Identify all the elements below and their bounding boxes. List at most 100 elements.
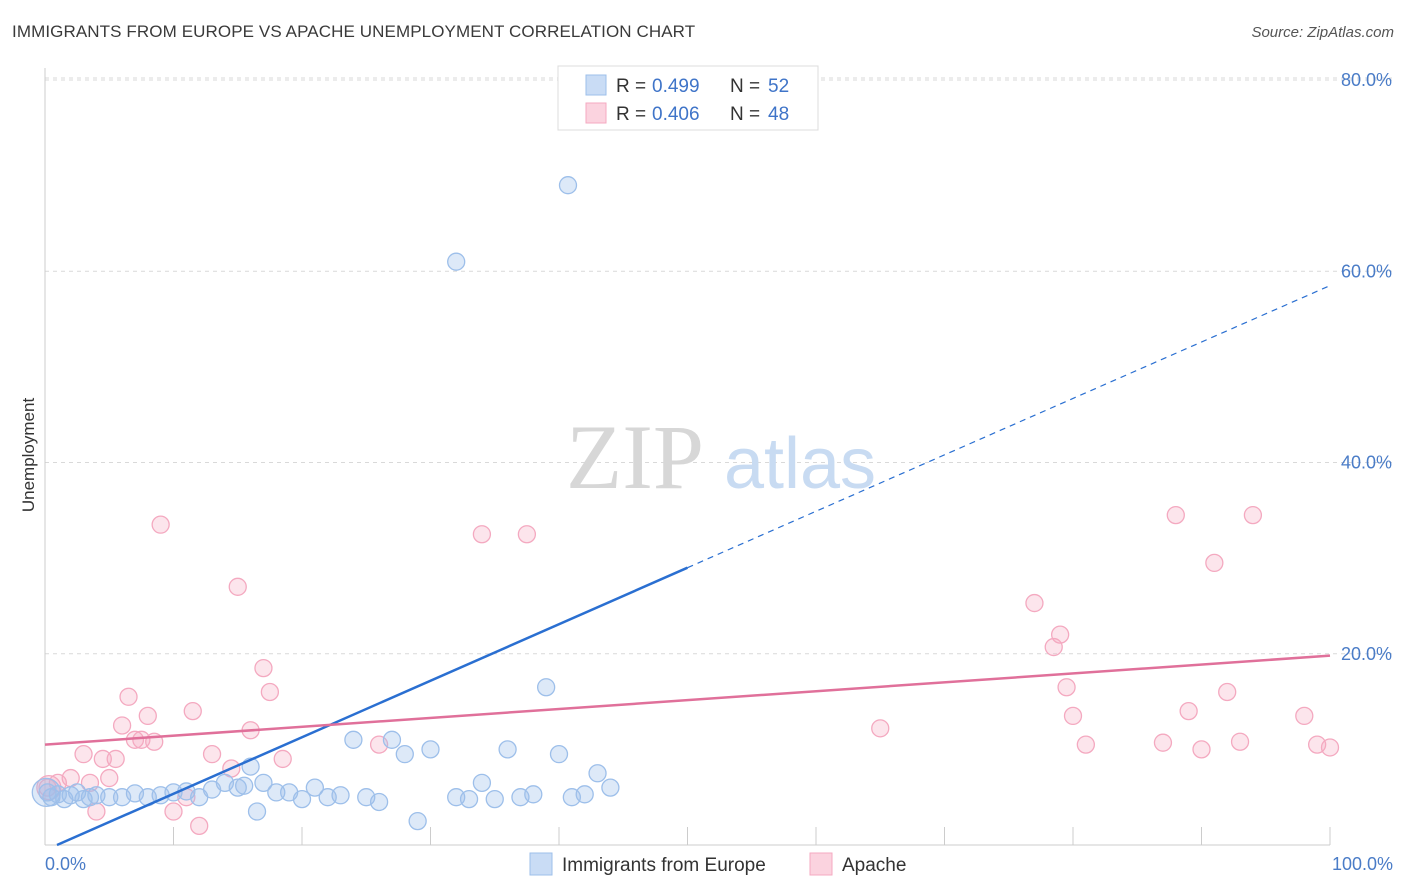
legend-n-value-europe: 52 [768, 76, 789, 97]
europe-point-49 [601, 778, 620, 797]
legend-n-label-europe: N = [730, 76, 760, 97]
europe-point-20 [235, 776, 254, 795]
apache-point-3 [74, 745, 93, 764]
y-tick-label-20: 20.0% [1341, 644, 1392, 664]
apache-point-45 [1295, 706, 1314, 726]
watermark: ZIP atlas [566, 406, 876, 508]
europe-point-50 [447, 252, 466, 271]
apache-point-22 [228, 577, 247, 596]
trend-lines [44, 285, 1331, 847]
europe-point-32 [369, 792, 389, 812]
apache-point-18 [183, 701, 202, 721]
watermark-zip: ZIP [566, 406, 704, 508]
europe-point-cluster [31, 777, 61, 808]
apache-trend-line [44, 654, 1331, 746]
europe-point-26 [292, 789, 312, 809]
legend-r-label-apache: R = [616, 104, 646, 125]
europe-point-41 [498, 740, 517, 759]
europe-point-34 [395, 745, 414, 764]
europe-trend-line [56, 566, 689, 847]
apache-point-44 [1243, 505, 1263, 525]
bottom-legend-label-apache: Apache [842, 855, 906, 876]
apache-point-31 [1025, 593, 1044, 613]
y-tick-label-40: 40.0% [1341, 453, 1392, 473]
apache-point-10 [119, 687, 138, 706]
europe-point-22 [247, 802, 267, 821]
apache-point-35 [1063, 706, 1083, 726]
axes [44, 68, 1331, 846]
legend-r-value-europe: 0.499 [652, 76, 700, 97]
apache-point-25 [260, 682, 280, 702]
apache-point-43 [1230, 732, 1250, 751]
europe-point-51 [558, 176, 578, 195]
source-label: Source: ZipAtlas.com [1251, 24, 1394, 41]
apache-point-8 [106, 749, 125, 769]
legend: R = 0.499 N = 52 R = 0.406 N = 48 [557, 65, 819, 131]
europe-point-19 [228, 778, 247, 797]
europe-point-39 [472, 773, 492, 792]
apache-point-7 [100, 768, 119, 788]
legend-swatch-europe [585, 74, 607, 96]
bottom-legend-label-europe: Immigrants from Europe [562, 855, 766, 876]
apache-point-33 [1051, 625, 1070, 644]
apache-point-9 [112, 716, 132, 735]
europe-point-7 [80, 788, 100, 807]
europe-point-27 [305, 778, 325, 797]
apache-point-29 [517, 525, 537, 544]
europe-point-29 [331, 786, 350, 805]
europe-point-35 [408, 811, 427, 831]
europe-point-45 [549, 745, 569, 764]
apache-point-37 [1153, 733, 1173, 752]
apache-point-39 [1179, 701, 1198, 721]
apache-point-38 [1166, 505, 1185, 525]
europe-points [31, 176, 620, 831]
watermark-atlas: atlas [724, 424, 876, 504]
apache-point-40 [1192, 740, 1211, 759]
x-tick-label-100: 100.0% [1332, 854, 1393, 874]
legend-n-label-apache: N = [730, 104, 760, 125]
legend-r-label-europe: R = [616, 76, 646, 97]
europe-point-44 [537, 678, 556, 697]
europe-trend-extension [687, 285, 1331, 569]
apache-point-6 [93, 749, 112, 769]
apache-point-13 [138, 706, 157, 726]
europe-point-30 [344, 730, 363, 749]
apache-point-0 [38, 778, 57, 797]
europe-point-40 [485, 789, 504, 809]
apache-point-19 [190, 816, 209, 836]
grid-lines [45, 77, 1392, 655]
europe-point-9 [100, 788, 119, 807]
apache-point-34 [1057, 678, 1076, 697]
y-axis-label: Unemployment [19, 398, 38, 513]
apache-point-42 [1218, 682, 1237, 702]
apache-point-26 [273, 749, 292, 769]
europe-point-47 [575, 785, 594, 804]
apache-point-28 [472, 525, 492, 544]
europe-point-23 [254, 773, 273, 792]
bottom-legend-swatch-apache [809, 852, 833, 876]
apache-point-24 [254, 658, 273, 678]
apache-point-16 [164, 802, 183, 821]
legend-swatch-apache [585, 102, 607, 124]
europe-point-43 [524, 785, 543, 804]
europe-point-33 [382, 730, 402, 749]
europe-point-36 [421, 740, 440, 759]
europe-point-48 [588, 764, 607, 783]
apache-point-30 [871, 719, 890, 738]
bottom-legend: Immigrants from Europe Apache [529, 852, 906, 876]
europe-point-24 [267, 783, 286, 802]
y-tick-label-80: 80.0% [1341, 70, 1392, 90]
legend-n-value-apache: 48 [768, 104, 789, 125]
apache-point-15 [151, 515, 170, 534]
apache-point-41 [1205, 553, 1224, 573]
y-tick-label-60: 60.0% [1341, 261, 1392, 281]
bottom-legend-swatch-europe [529, 852, 553, 876]
apache-point-36 [1076, 735, 1095, 754]
legend-r-value-apache: 0.406 [652, 104, 700, 125]
apache-point-47 [1320, 738, 1340, 757]
tick-labels: 20.0% 40.0% 60.0% 80.0% 0.0% 100.0% [45, 70, 1393, 874]
apache-point-20 [202, 745, 222, 764]
chart-title: IMMIGRANTS FROM EUROPE VS APACHE UNEMPLO… [12, 22, 696, 41]
x-tick-label-0: 0.0% [45, 854, 86, 874]
